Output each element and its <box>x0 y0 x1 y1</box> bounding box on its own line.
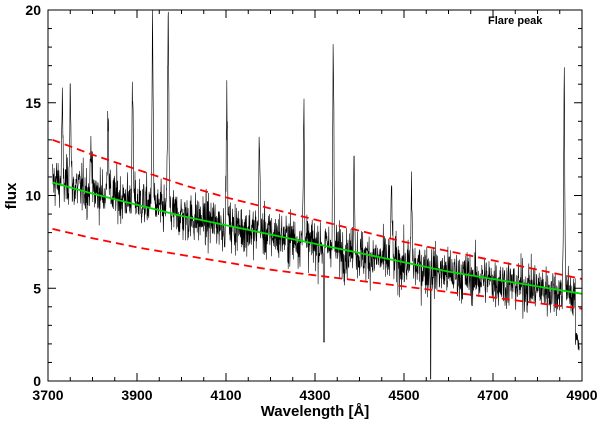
solid-fit-curve <box>52 181 583 295</box>
spectrum-line <box>52 9 580 380</box>
spectrum-layer <box>52 9 580 380</box>
y-tick-label: 0 <box>33 373 41 389</box>
y-axis-title: flux <box>3 182 20 209</box>
x-tick-label: 4500 <box>388 387 419 403</box>
flare-peak-annotation: Flare peak <box>488 15 543 27</box>
y-tick-label: 5 <box>33 280 41 296</box>
dashed-fit-curve <box>52 138 583 280</box>
y-axis: 0 5 10 15 20 <box>25 2 582 389</box>
x-axis-title: Wavelength [Å] <box>261 403 370 420</box>
x-tick-label: 4300 <box>299 387 330 403</box>
x-tick-label: 3700 <box>32 387 63 403</box>
y-tick-label: 15 <box>25 95 41 111</box>
y-tick-label: 10 <box>25 188 41 204</box>
dashed-fit-curve <box>52 228 583 310</box>
x-tick-label: 4100 <box>210 387 241 403</box>
x-tick-label: 4900 <box>566 387 597 403</box>
fit-curves-layer <box>52 138 583 310</box>
x-tick-label: 4700 <box>477 387 508 403</box>
x-tick-label: 3900 <box>121 387 152 403</box>
x-axis: 3700 3900 4100 4300 4500 4700 4900 <box>32 10 598 403</box>
y-tick-label: 20 <box>25 2 41 18</box>
